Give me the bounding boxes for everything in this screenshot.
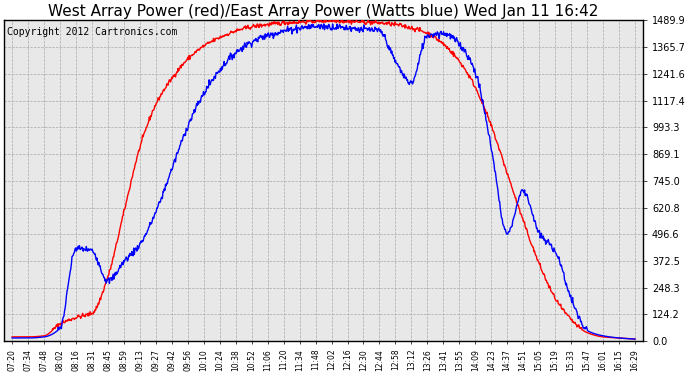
Title: West Array Power (red)/East Array Power (Watts blue) Wed Jan 11 16:42: West Array Power (red)/East Array Power …	[48, 4, 599, 19]
Text: Copyright 2012 Cartronics.com: Copyright 2012 Cartronics.com	[8, 27, 178, 37]
